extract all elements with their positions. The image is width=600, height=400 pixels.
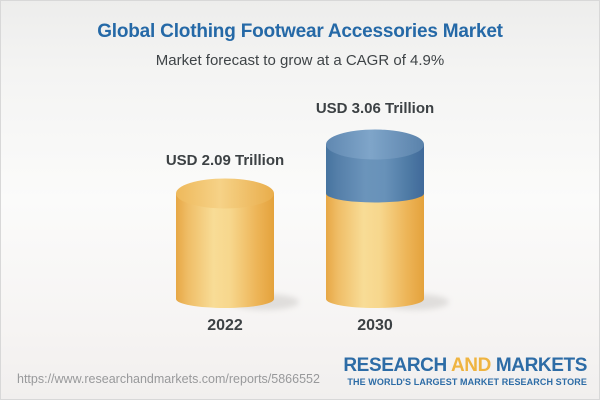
chart-title: Global Clothing Footwear Accessories Mar…	[97, 21, 503, 42]
bar-2030-segment-blue	[326, 144, 424, 203]
bar-value-label-2022: USD 2.09 Trillion	[165, 152, 285, 169]
bar-2022-top	[176, 178, 274, 209]
report-url[interactable]: https://www.researchandmarkets.com/repor…	[17, 372, 320, 386]
logo-part-markets: MARKETS	[495, 355, 588, 376]
bar-value-label-2030: USD 3.06 Trillion	[315, 100, 435, 117]
logo-wordmark: RESEARCH AND MARKETS	[343, 356, 587, 375]
bar-2022	[176, 178, 299, 310]
bar-2022-segment-yellow	[176, 193, 274, 308]
bar-2030-top	[326, 129, 424, 160]
logo-part-research: RESEARCH	[343, 355, 447, 376]
logo-tagline: THE WORLD'S LARGEST MARKET RESEARCH STOR…	[347, 377, 587, 387]
x-axis-label-2022: 2022	[207, 317, 243, 334]
bar-2030	[326, 129, 449, 310]
chart-subtitle: Market forecast to grow at a CAGR of 4.9…	[155, 52, 445, 69]
logo-part-and: AND	[450, 355, 491, 376]
research-and-markets-logo: RESEARCH AND MARKETS THE WORLD'S LARGEST…	[343, 356, 587, 387]
bars-layer	[176, 129, 449, 310]
bar-2030-segment-yellow	[326, 193, 424, 308]
x-axis-label-2030: 2030	[357, 317, 393, 334]
